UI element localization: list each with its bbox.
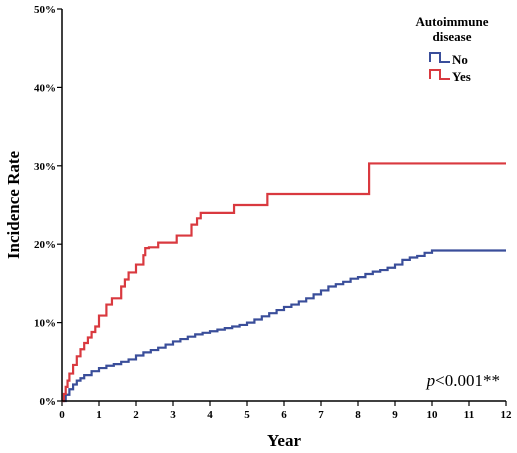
x-tick-label: 12 — [501, 409, 513, 421]
y-tick-label: 40% — [34, 82, 56, 94]
x-axis-ticks: 0 1 2 3 4 5 6 7 8 9 10 11 12 — [59, 401, 512, 421]
legend-label-yes: Yes — [452, 69, 471, 84]
x-tick-label: 6 — [281, 409, 287, 421]
y-tick-label: 50% — [34, 4, 56, 16]
x-tick-label: 0 — [59, 409, 65, 421]
legend-label-no: No — [452, 52, 468, 67]
legend-title-line-2: disease — [433, 29, 472, 44]
p-value-text: <0.001** — [435, 371, 500, 390]
y-tick-label: 10% — [34, 318, 56, 330]
x-tick-label: 11 — [464, 409, 474, 421]
y-tick-label: 20% — [34, 239, 56, 251]
x-tick-label: 4 — [207, 409, 213, 421]
x-tick-label: 8 — [355, 409, 361, 421]
series-line-no — [62, 249, 506, 403]
y-tick-label: 0% — [40, 396, 57, 408]
x-tick-label: 5 — [244, 409, 250, 421]
p-value-symbol: p — [426, 371, 436, 390]
legend-title-line-1: Autoimmune — [416, 14, 489, 29]
legend-swatch-no — [429, 52, 450, 63]
x-tick-label: 9 — [392, 409, 398, 421]
x-tick-label: 7 — [318, 409, 324, 421]
series-line-yes — [62, 162, 506, 403]
y-tick-label: 30% — [34, 161, 56, 173]
y-axis-title: Incidence Rate — [4, 150, 23, 259]
x-tick-label: 3 — [170, 409, 176, 421]
legend-swatch-yes — [429, 69, 450, 80]
series-layer — [62, 162, 506, 403]
y-axis-ticks: 0% 10% 20% 30% 40% 50% — [34, 4, 62, 408]
legend-items: No Yes — [429, 52, 471, 84]
x-tick-label: 10 — [427, 409, 439, 421]
x-axis-title: Year — [267, 431, 301, 450]
x-tick-label: 1 — [96, 409, 102, 421]
legend: Autoimmune disease No Yes — [416, 14, 489, 84]
x-tick-label: 2 — [133, 409, 139, 421]
p-value-annotation: p<0.001** — [426, 371, 500, 390]
